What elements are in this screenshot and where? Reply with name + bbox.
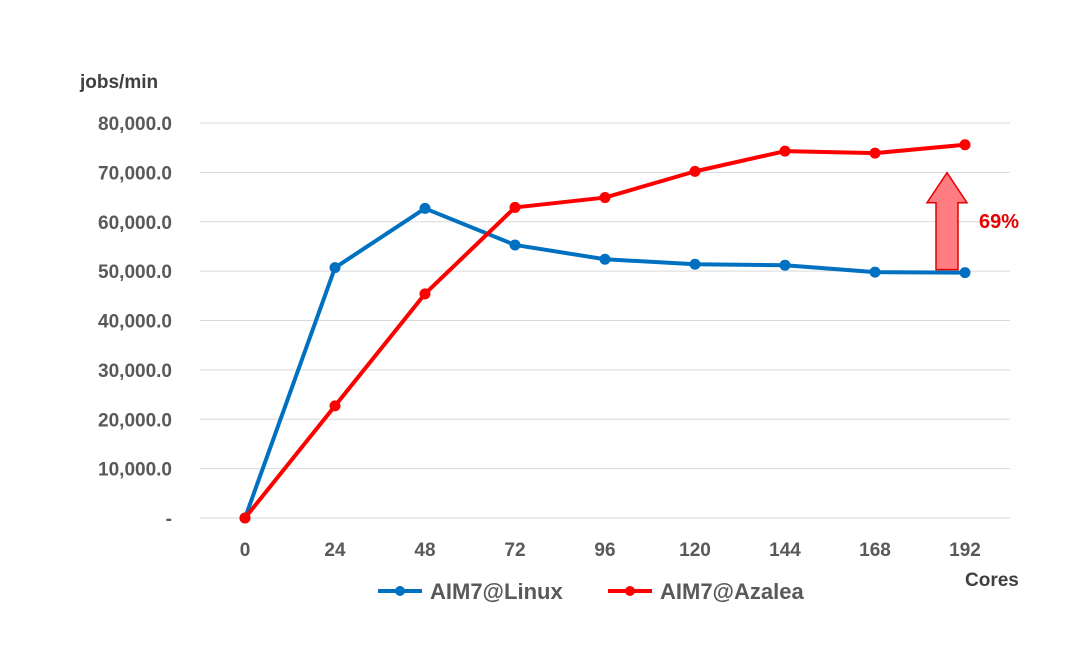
legend-label-azalea: AIM7@Azalea: [660, 579, 804, 604]
y-tick-label: 70,000.0: [98, 163, 172, 184]
annotation-label: 69%: [979, 211, 1019, 233]
x-tick-label: 72: [504, 540, 525, 561]
legend-label-linux: AIM7@Linux: [430, 579, 563, 604]
annotation-group: 69%: [925, 171, 1019, 271]
data-point-aim7-azalea: [329, 400, 341, 412]
y-axis-title: jobs/min: [79, 72, 158, 93]
series-layer: [239, 139, 971, 524]
data-point-aim7-azalea: [239, 512, 251, 524]
data-point-aim7-linux: [419, 202, 431, 214]
y-tick-label: 80,000.0: [98, 114, 172, 135]
data-point-aim7-linux: [959, 267, 971, 279]
data-point-aim7-linux: [509, 239, 521, 251]
x-tick-label: 96: [594, 540, 615, 561]
data-point-aim7-linux: [689, 258, 701, 270]
data-point-aim7-azalea: [599, 192, 611, 204]
data-point-aim7-linux: [599, 253, 611, 265]
y-tick-label: 20,000.0: [98, 410, 172, 431]
x-axis-title: Cores: [965, 570, 1019, 591]
x-tick-labels: 0 24 48 72 96 120 144 168 192: [240, 540, 981, 561]
data-point-aim7-azalea: [419, 288, 431, 300]
gridlines: [200, 122, 1010, 519]
y-tick-label: 50,000.0: [98, 262, 172, 283]
x-tick-label: 120: [679, 540, 711, 561]
data-point-aim7-linux: [779, 259, 791, 271]
data-point-aim7-azalea: [869, 147, 881, 159]
x-tick-label: 24: [324, 540, 346, 561]
x-tick-label: 0: [240, 540, 251, 561]
x-tick-label: 168: [859, 540, 891, 561]
y-tick-label: 10,000.0: [98, 460, 172, 481]
legend: AIM7@Linux AIM7@Azalea: [378, 579, 804, 604]
y-tick-label: 30,000.0: [98, 361, 172, 382]
data-point-aim7-linux: [869, 266, 881, 278]
x-tick-label: 144: [769, 540, 801, 561]
data-point-aim7-azalea: [509, 201, 521, 213]
legend-marker-linux: [395, 586, 405, 596]
legend-marker-azalea: [625, 586, 635, 596]
y-tick-labels: - 10,000.0 20,000.0 30,000.0 40,000.0 50,000.…: [98, 114, 172, 530]
x-tick-label: 48: [414, 540, 435, 561]
data-point-aim7-azalea: [689, 165, 701, 177]
data-point-aim7-azalea: [779, 145, 791, 157]
y-tick-label: 60,000.0: [98, 213, 172, 234]
y-tick-label: -: [166, 509, 172, 530]
up-arrow-icon: [925, 171, 969, 271]
data-point-aim7-azalea: [959, 139, 971, 151]
x-tick-label: 192: [949, 540, 981, 561]
y-tick-label: 40,000.0: [98, 312, 172, 333]
data-point-aim7-linux: [329, 262, 341, 274]
